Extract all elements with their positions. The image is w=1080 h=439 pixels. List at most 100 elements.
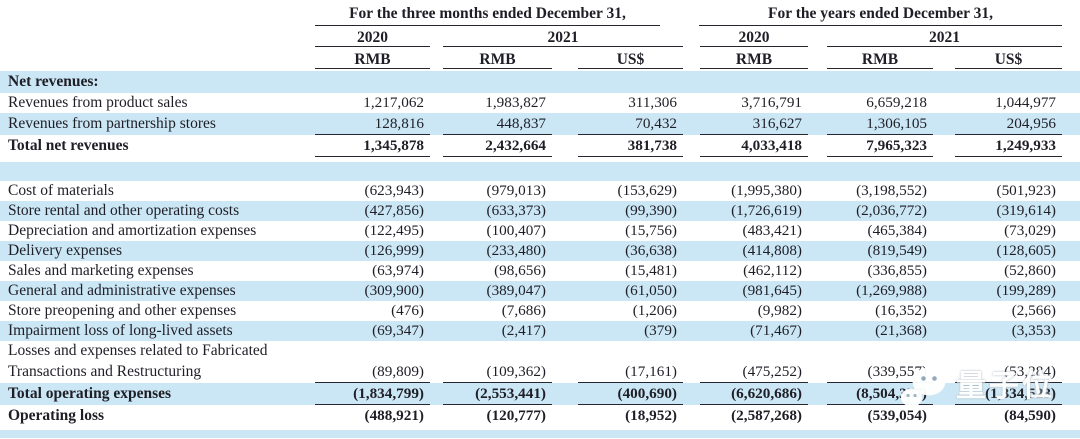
value-cell: 7,965,323 <box>827 135 933 157</box>
value-cell: 70,432 <box>578 113 683 135</box>
value-cell: (16,352) <box>875 302 927 319</box>
value-cell: 311,306 <box>628 94 677 111</box>
spacer-row <box>0 157 1080 162</box>
value-cell: (199,289) <box>996 282 1056 299</box>
spacer-row <box>0 162 1080 181</box>
table-row: Revenues from partnership stores 128,816 4… <box>0 113 1080 135</box>
value-cell: (389,047) <box>486 282 546 299</box>
table-row: Total operating expenses (1,834,799) (2,55… <box>0 383 1080 405</box>
value-cell: (69,347) <box>372 322 424 339</box>
value-cell: (128,605) <box>996 242 1056 259</box>
value-cell: (309,900) <box>364 282 424 299</box>
table-row: Sales and marketing expenses (63,974) (98,… <box>0 261 1080 281</box>
row-label: General and administrative expenses <box>8 282 236 299</box>
year-header: 2021 <box>827 27 1062 47</box>
value-cell: (122,495) <box>364 222 424 239</box>
value-cell: (379) <box>644 322 677 339</box>
table-row: Revenues from product sales 1,217,062 1,98… <box>0 93 1080 113</box>
value-cell: (2,566) <box>1011 302 1056 319</box>
row-label: Revenues from partnership stores <box>8 115 216 132</box>
row-label: Depreciation and amortization expenses <box>8 222 257 239</box>
value-cell: (36,638) <box>625 242 677 259</box>
value-cell: (9,982) <box>757 302 802 319</box>
value-cell: (539,054) <box>867 407 927 424</box>
value-cell: (100,407) <box>486 222 546 239</box>
value-cell: (339,557) <box>827 361 933 383</box>
value-cell: (2,417) <box>501 322 546 339</box>
value-cell: (488,921) <box>364 407 424 424</box>
value-cell: (1,206) <box>632 302 677 319</box>
table-row: Delivery expenses (126,999) (233,480) (36,6… <box>0 241 1080 261</box>
currency-header: US$ <box>578 49 683 69</box>
currency-header: US$ <box>955 49 1062 69</box>
value-cell: 1,217,062 <box>363 94 424 111</box>
value-cell: (73,029) <box>1004 222 1056 239</box>
row-label: Store preopening and other expenses <box>8 302 237 319</box>
column-group-years: For the years ended December 31, <box>699 3 1062 26</box>
currency-header: RMB <box>315 49 430 69</box>
value-cell: (21,368) <box>875 322 927 339</box>
value-cell: (8,504,377) <box>827 383 933 405</box>
value-cell: (819,549) <box>867 242 927 259</box>
value-cell: 3,716,791 <box>741 94 802 111</box>
table-body: Net revenues: Revenues from product sales… <box>0 71 1080 438</box>
value-cell: (414,808) <box>742 242 802 259</box>
value-cell: 316,627 <box>700 113 808 135</box>
value-cell: 6,659,218 <box>866 94 927 111</box>
value-cell: (483,421) <box>742 222 802 239</box>
row-label: Transactions and Restructuring <box>8 363 202 380</box>
column-group-three-months: For the three months ended December 31, <box>315 3 660 26</box>
value-cell: (17,161) <box>578 361 683 383</box>
value-cell: (18,952) <box>625 407 677 424</box>
value-cell: (2,036,772) <box>856 202 927 219</box>
value-cell: (475,252) <box>700 361 808 383</box>
value-cell: (400,690) <box>578 383 683 405</box>
value-cell: (52,860) <box>1004 262 1056 279</box>
value-cell: (233,480) <box>486 242 546 259</box>
value-cell: 128,816 <box>315 113 430 135</box>
value-cell: 1,306,105 <box>827 113 933 135</box>
table-row: Cost of materials (623,943) (979,013) (153,… <box>0 181 1080 201</box>
currency-header: RMB <box>827 49 933 69</box>
value-cell: (120,777) <box>486 407 546 424</box>
value-cell: (981,645) <box>742 282 802 299</box>
value-cell: (633,373) <box>486 202 546 219</box>
value-cell: (1,334,523) <box>955 383 1062 405</box>
value-cell: 1,983,827 <box>485 94 546 111</box>
value-cell: (15,481) <box>625 262 677 279</box>
value-cell: (1,269,988) <box>856 282 927 299</box>
value-cell: 204,956 <box>955 113 1062 135</box>
value-cell: (98,656) <box>494 262 546 279</box>
value-cell: (3,198,552) <box>856 182 927 199</box>
value-cell: (319,614) <box>996 202 1056 219</box>
row-label: Delivery expenses <box>8 242 123 259</box>
table-row: General and administrative expenses (309,… <box>0 281 1080 301</box>
currency-header: RMB <box>443 49 552 69</box>
table-row: Total net revenues 1,345,878 2,432,664 381,… <box>0 135 1080 157</box>
table-row: Depreciation and amortization expenses (1… <box>0 221 1080 241</box>
value-cell: (465,384) <box>867 222 927 239</box>
value-cell: (89,809) <box>315 361 430 383</box>
row-label: Losses and expenses related to Fabricate… <box>8 342 268 359</box>
currency-header: RMB <box>700 49 808 69</box>
value-cell: 381,738 <box>578 135 683 157</box>
year-header: 2020 <box>700 27 808 47</box>
row-label: Impairment loss of long-lived assets <box>8 322 233 339</box>
row-label: Cost of materials <box>8 182 114 199</box>
value-cell: (109,362) <box>443 361 552 383</box>
table-row: Store rental and other operating costs (4… <box>0 201 1080 221</box>
value-cell: (476) <box>391 302 424 319</box>
value-cell: (99,390) <box>625 202 677 219</box>
value-cell: (7,686) <box>501 302 546 319</box>
row-label: Revenues from product sales <box>8 94 188 111</box>
value-cell: (61,050) <box>625 282 677 299</box>
spacer-row <box>0 430 1080 438</box>
year-header: 2020 <box>315 27 430 47</box>
value-cell: (53,284) <box>955 361 1062 383</box>
value-cell: (3,353) <box>1011 322 1056 339</box>
value-cell: 4,033,418 <box>700 135 808 157</box>
value-cell: (1,726,619) <box>731 202 802 219</box>
table-row: Losses and expenses related to Fabricate… <box>0 341 1080 361</box>
table-header: For the three months ended December 31, … <box>0 0 1080 71</box>
